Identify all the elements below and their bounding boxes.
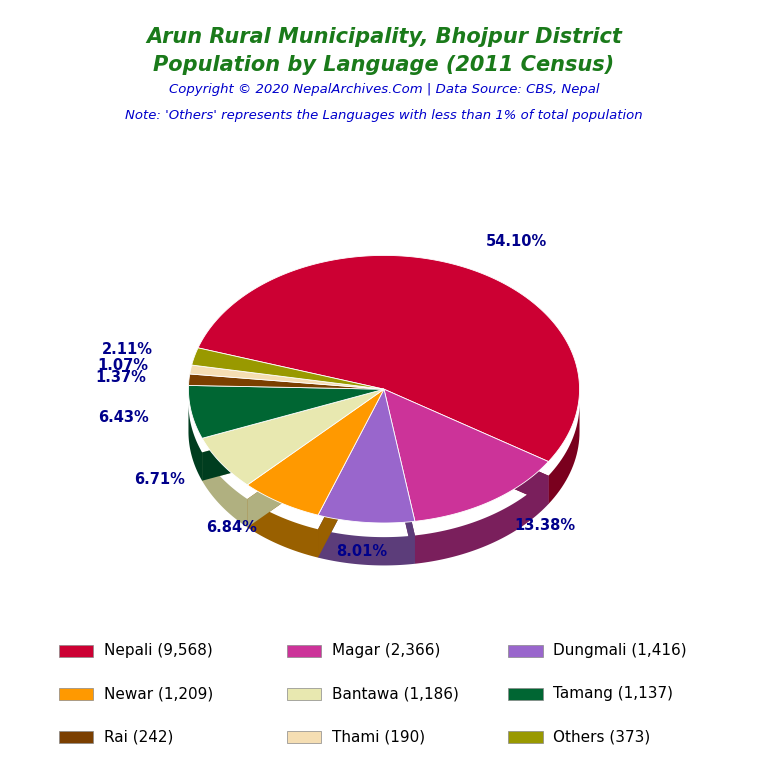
Polygon shape (318, 529, 415, 565)
Text: Copyright © 2020 NepalArchives.Com | Data Source: CBS, Nepal: Copyright © 2020 NepalArchives.Com | Dat… (169, 83, 599, 96)
Text: Rai (242): Rai (242) (104, 730, 174, 744)
Polygon shape (318, 389, 415, 523)
Polygon shape (247, 499, 318, 558)
Text: Magar (2,366): Magar (2,366) (332, 644, 441, 658)
FancyBboxPatch shape (508, 731, 543, 743)
Polygon shape (318, 403, 384, 558)
Polygon shape (202, 389, 384, 485)
Text: Nepali (9,568): Nepali (9,568) (104, 644, 213, 658)
Polygon shape (318, 403, 384, 558)
Text: 2.11%: 2.11% (101, 342, 153, 356)
Text: 6.71%: 6.71% (134, 472, 185, 487)
Polygon shape (415, 475, 548, 564)
FancyBboxPatch shape (59, 688, 94, 700)
Text: Newar (1,209): Newar (1,209) (104, 687, 214, 701)
Text: Dungmali (1,416): Dungmali (1,416) (553, 644, 687, 658)
FancyBboxPatch shape (59, 731, 94, 743)
Text: Thami (190): Thami (190) (332, 730, 425, 744)
Text: 54.10%: 54.10% (486, 234, 548, 250)
Polygon shape (384, 403, 415, 564)
Polygon shape (202, 452, 247, 528)
Text: Population by Language (2011 Census): Population by Language (2011 Census) (154, 55, 614, 75)
Text: Tamang (1,137): Tamang (1,137) (553, 687, 674, 701)
FancyBboxPatch shape (59, 645, 94, 657)
Text: 6.84%: 6.84% (207, 520, 257, 535)
Text: 6.43%: 6.43% (98, 410, 149, 425)
Text: 1.37%: 1.37% (95, 370, 146, 385)
FancyBboxPatch shape (287, 731, 322, 743)
FancyBboxPatch shape (508, 645, 543, 657)
Polygon shape (190, 365, 384, 389)
Polygon shape (188, 404, 202, 481)
Polygon shape (384, 389, 548, 521)
Polygon shape (384, 403, 548, 504)
Text: Arun Rural Municipality, Bhojpur District: Arun Rural Municipality, Bhojpur Distric… (146, 27, 622, 47)
Polygon shape (189, 374, 384, 389)
Polygon shape (247, 389, 384, 515)
Polygon shape (202, 403, 384, 481)
Polygon shape (384, 403, 415, 564)
Polygon shape (247, 403, 384, 528)
Polygon shape (188, 386, 384, 439)
Polygon shape (198, 256, 580, 462)
Text: Others (373): Others (373) (553, 730, 650, 744)
Text: 1.07%: 1.07% (97, 358, 148, 372)
Text: Bantawa (1,186): Bantawa (1,186) (332, 687, 459, 701)
FancyBboxPatch shape (508, 688, 543, 700)
Text: Note: 'Others' represents the Languages with less than 1% of total population: Note: 'Others' represents the Languages … (125, 109, 643, 122)
Polygon shape (192, 348, 384, 389)
Polygon shape (247, 403, 384, 528)
Polygon shape (548, 403, 580, 504)
Polygon shape (384, 403, 548, 504)
FancyBboxPatch shape (287, 645, 322, 657)
Text: 13.38%: 13.38% (515, 518, 576, 533)
Polygon shape (202, 403, 384, 481)
Text: 8.01%: 8.01% (336, 545, 388, 559)
FancyBboxPatch shape (287, 688, 322, 700)
